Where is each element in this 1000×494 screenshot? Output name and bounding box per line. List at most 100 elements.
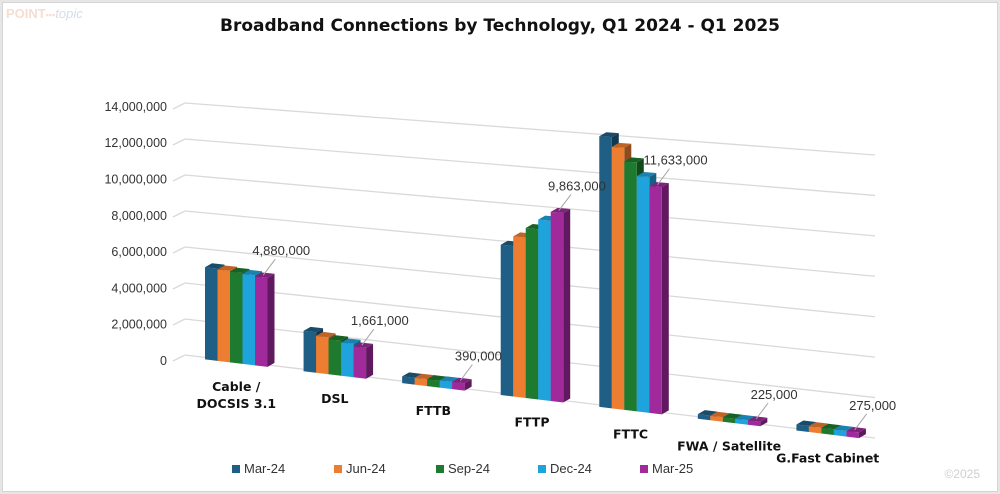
- bar: [846, 431, 859, 439]
- bar-top: [710, 411, 730, 418]
- y-tick-label: 0: [160, 354, 167, 368]
- data-label: 1,661,000: [351, 313, 409, 328]
- bar: [833, 429, 847, 437]
- bar-top: [353, 342, 374, 348]
- bar-side: [267, 273, 275, 367]
- bar-top: [649, 182, 669, 188]
- data-label: 225,000: [751, 387, 798, 402]
- bar-top: [846, 427, 866, 433]
- bar: [500, 244, 514, 397]
- gridline-side: [172, 102, 186, 110]
- bar: [439, 380, 453, 390]
- gridline-side: [172, 210, 186, 218]
- logo-text-point: POINT: [6, 6, 46, 21]
- bar-top: [205, 263, 225, 269]
- x-category-label: Cable /: [212, 379, 261, 394]
- data-label: 11,633,000: [643, 153, 707, 168]
- legend-label: Dec-24: [550, 461, 592, 476]
- bar: [242, 273, 255, 366]
- bar-top: [439, 376, 460, 382]
- data-label-leader: [558, 194, 572, 211]
- legend-swatch: [334, 464, 342, 473]
- legend-item: Mar-25: [640, 461, 742, 476]
- data-label-leader: [657, 168, 670, 185]
- y-tick-label: 4,000,000: [111, 281, 167, 295]
- data-label-leader: [262, 258, 276, 276]
- bar-top: [328, 335, 349, 341]
- y-tick-label: 2,000,000: [111, 318, 167, 332]
- x-category-label: G.Fast Cabinet: [776, 450, 879, 465]
- legend-label: Jun-24: [346, 461, 386, 476]
- legend-item: Mar-24: [232, 461, 334, 476]
- bar: [353, 346, 367, 379]
- x-category-label: FTTB: [416, 403, 451, 418]
- bar: [427, 379, 440, 388]
- logo-grid-icon: ▪▪▪: [45, 10, 56, 20]
- legend-item: Jun-24: [334, 461, 436, 476]
- y-tick-label: 14,000,000: [104, 100, 167, 114]
- bar: [796, 424, 809, 433]
- legend-item: Dec-24: [538, 461, 640, 476]
- bar: [611, 146, 625, 410]
- bar-top: [636, 172, 657, 178]
- bar-top: [821, 423, 841, 430]
- x-category-label: FTTP: [514, 415, 549, 430]
- gridline: [184, 138, 876, 197]
- logo-text-topic: topic: [55, 6, 83, 21]
- bar-side: [661, 183, 669, 415]
- chart-title: Broadband Connections by Technology, Q1 …: [220, 16, 780, 36]
- bar: [303, 330, 317, 373]
- data-label-leader: [755, 402, 769, 420]
- legend: Mar-24 Jun-24 Sep-24 Dec-24 Mar-25: [232, 461, 742, 476]
- x-category-label: FWA / Satellite: [677, 438, 781, 453]
- gridline-side: [172, 354, 186, 362]
- bar: [747, 420, 761, 427]
- bar: [599, 136, 612, 409]
- bar-top: [735, 414, 755, 421]
- gridline-side: [172, 282, 186, 290]
- legend-label: Sep-24: [448, 461, 490, 476]
- bar-top: [796, 420, 816, 427]
- legend-label: Mar-25: [652, 461, 694, 476]
- bar-top: [697, 410, 718, 416]
- bar-side: [563, 208, 571, 403]
- data-label: 9,863,000: [548, 178, 606, 193]
- x-category-label: DOCSIS 3.1: [196, 396, 276, 411]
- y-tick-label: 8,000,000: [111, 209, 167, 223]
- bar: [697, 414, 711, 421]
- bar-top: [341, 338, 361, 344]
- bar-top: [452, 377, 472, 384]
- data-label-leader: [459, 364, 473, 381]
- bar-top: [230, 267, 250, 273]
- bar: [525, 228, 539, 400]
- bar: [550, 211, 564, 403]
- bar: [821, 427, 834, 436]
- bar-top: [722, 413, 743, 419]
- legend-item: Sep-24: [436, 461, 538, 476]
- bar-top: [808, 422, 829, 428]
- legend-swatch: [538, 464, 546, 473]
- bar: [538, 219, 551, 401]
- bar: [217, 269, 230, 363]
- bar-side: [464, 379, 472, 391]
- bar-top: [316, 331, 336, 338]
- y-tick-label: 12,000,000: [104, 136, 167, 150]
- bar: [722, 417, 736, 424]
- bar-top: [611, 142, 632, 148]
- gridline-side: [172, 138, 186, 146]
- bar: [316, 335, 329, 375]
- bar: [328, 339, 342, 376]
- data-label: 275,000: [849, 398, 896, 413]
- bar: [636, 176, 650, 413]
- bar: [624, 161, 637, 412]
- x-category-label: DSL: [321, 391, 348, 406]
- bar: [735, 418, 748, 425]
- y-tick-label: 10,000,000: [104, 173, 167, 187]
- data-label: 390,000: [455, 349, 502, 364]
- bar: [230, 271, 243, 364]
- data-label: 4,880,000: [252, 243, 310, 258]
- bar-side: [366, 343, 374, 379]
- gridline-side: [172, 246, 186, 254]
- data-label-leader: [361, 328, 375, 346]
